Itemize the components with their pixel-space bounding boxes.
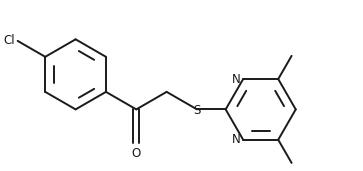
Text: Cl: Cl: [4, 34, 15, 47]
Text: N: N: [232, 73, 241, 86]
Text: N: N: [232, 133, 241, 146]
Text: O: O: [132, 147, 141, 160]
Text: S: S: [193, 104, 201, 117]
